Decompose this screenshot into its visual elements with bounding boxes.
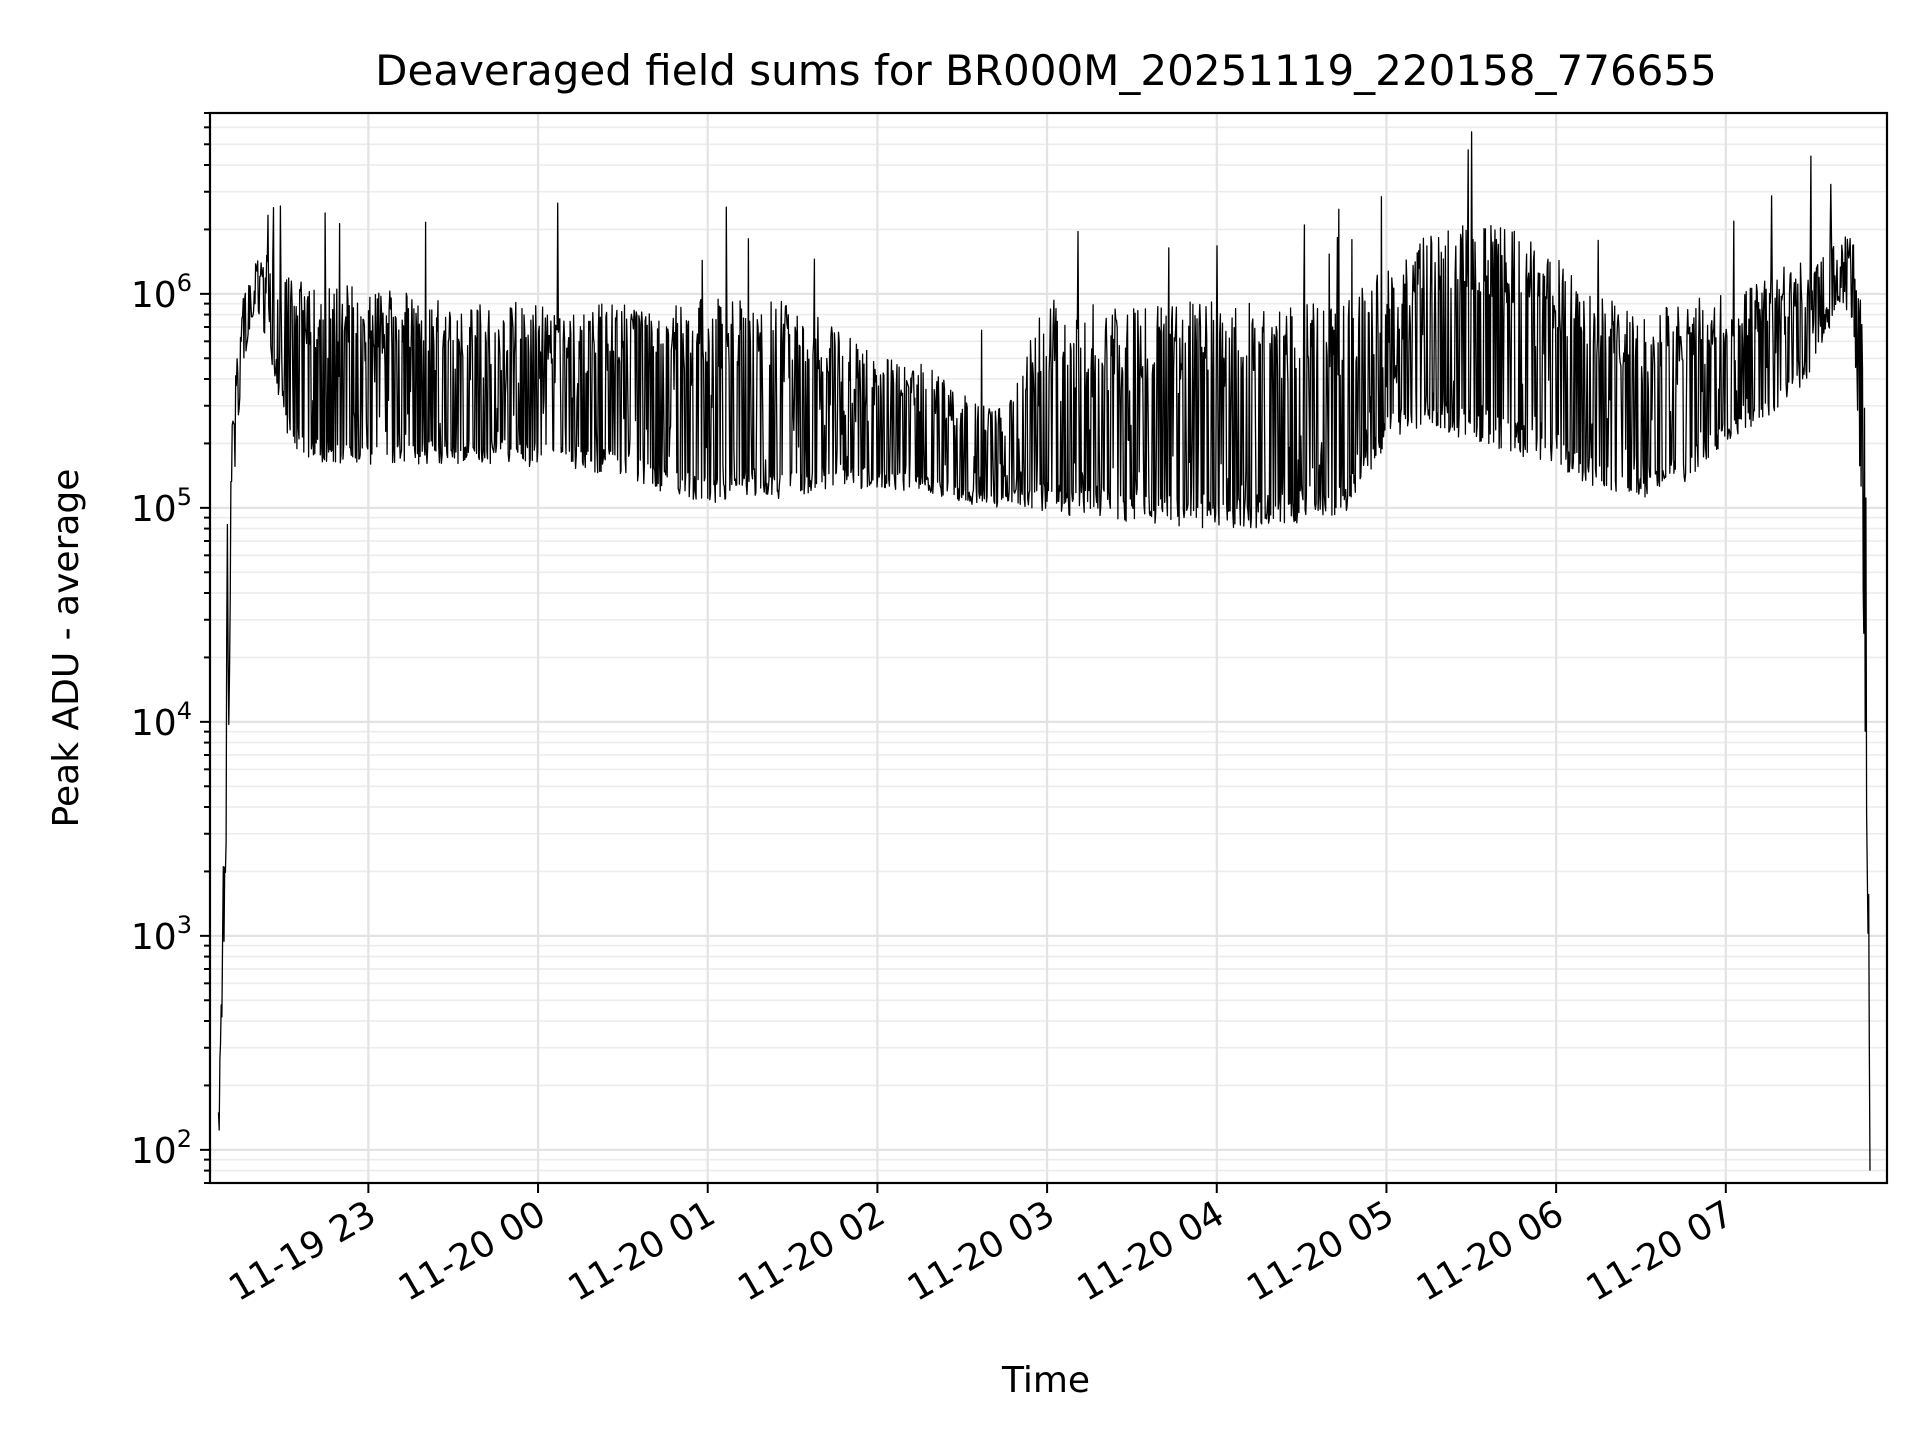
x-tick-label: 11-20 01 [562, 1193, 723, 1309]
series-line [217, 131, 1871, 1171]
y-tick-label: 102 [131, 1125, 192, 1172]
x-tick-label: 11-19 23 [222, 1193, 383, 1309]
x-tick-label: 11-20 00 [392, 1193, 553, 1309]
x-tick-label: 11-20 03 [901, 1193, 1062, 1309]
chart-title: Deaveraged field sums for BR000M_2025111… [375, 46, 1717, 95]
data-series [217, 131, 1871, 1171]
x-axis: 11-19 23 11-20 00 11-20 01 11-20 02 11-20 03… [222, 1183, 1740, 1310]
y-tick-label: 106 [131, 269, 192, 316]
x-axis-label: Time [1001, 1360, 1090, 1401]
y-tick-label: 105 [131, 483, 192, 530]
y-axis: 102 103 104 105 106 [131, 112, 210, 1184]
x-tick-label: 11-20 06 [1410, 1193, 1571, 1309]
x-tick-label: 11-20 02 [731, 1193, 892, 1309]
x-tick-label: 11-20 05 [1240, 1193, 1401, 1309]
x-tick-label: 11-20 07 [1580, 1193, 1741, 1309]
grid [210, 112, 1887, 1184]
y-tick-label: 104 [131, 697, 192, 744]
x-tick-label: 11-20 04 [1071, 1193, 1232, 1309]
plot-frame [208, 111, 1889, 1185]
y-tick-label: 103 [131, 911, 192, 958]
y-axis-label: Peak ADU - average [46, 469, 87, 828]
